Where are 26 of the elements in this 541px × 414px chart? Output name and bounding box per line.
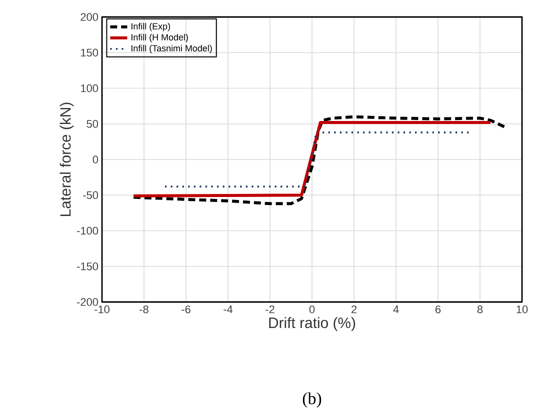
y-tick-label: 50: [86, 120, 98, 128]
x-tick-label: -6: [182, 306, 190, 314]
legend-label: Infill (H Model): [132, 34, 188, 42]
y-tick-label: -150: [77, 262, 98, 270]
text: (b): [302, 392, 322, 408]
x-tick-label: 6: [436, 306, 441, 314]
y-tick-label: -100: [77, 226, 98, 235]
y-tick-label: 200: [80, 13, 98, 21]
legend-label: Infill (Tasnimi Model): [132, 44, 212, 54]
x-tick-label: 4: [393, 306, 399, 314]
x-tick-label: -8: [140, 306, 148, 314]
x-tick-label: -10: [94, 306, 110, 314]
x-tick-label: 8: [477, 306, 483, 314]
y-tick-label: 0: [92, 156, 98, 164]
y-tick-label: -200: [77, 298, 98, 306]
y-axis-title: Lateral force (kN): [60, 102, 74, 216]
x-tick-label: -4: [224, 306, 233, 314]
legend-label: Infill (Exp): [132, 22, 170, 32]
x-tick-label: 10: [516, 306, 528, 314]
x-tick-label: -2: [266, 306, 274, 314]
x-tick-label: 2: [352, 306, 357, 314]
y-tick-label: 100: [81, 84, 98, 92]
x-tick-label: 0: [309, 306, 315, 314]
y-tick-label: -50: [83, 191, 98, 200]
x-axis-title: Drift ratio (%): [269, 317, 356, 332]
y-tick-label: 150: [81, 48, 98, 57]
